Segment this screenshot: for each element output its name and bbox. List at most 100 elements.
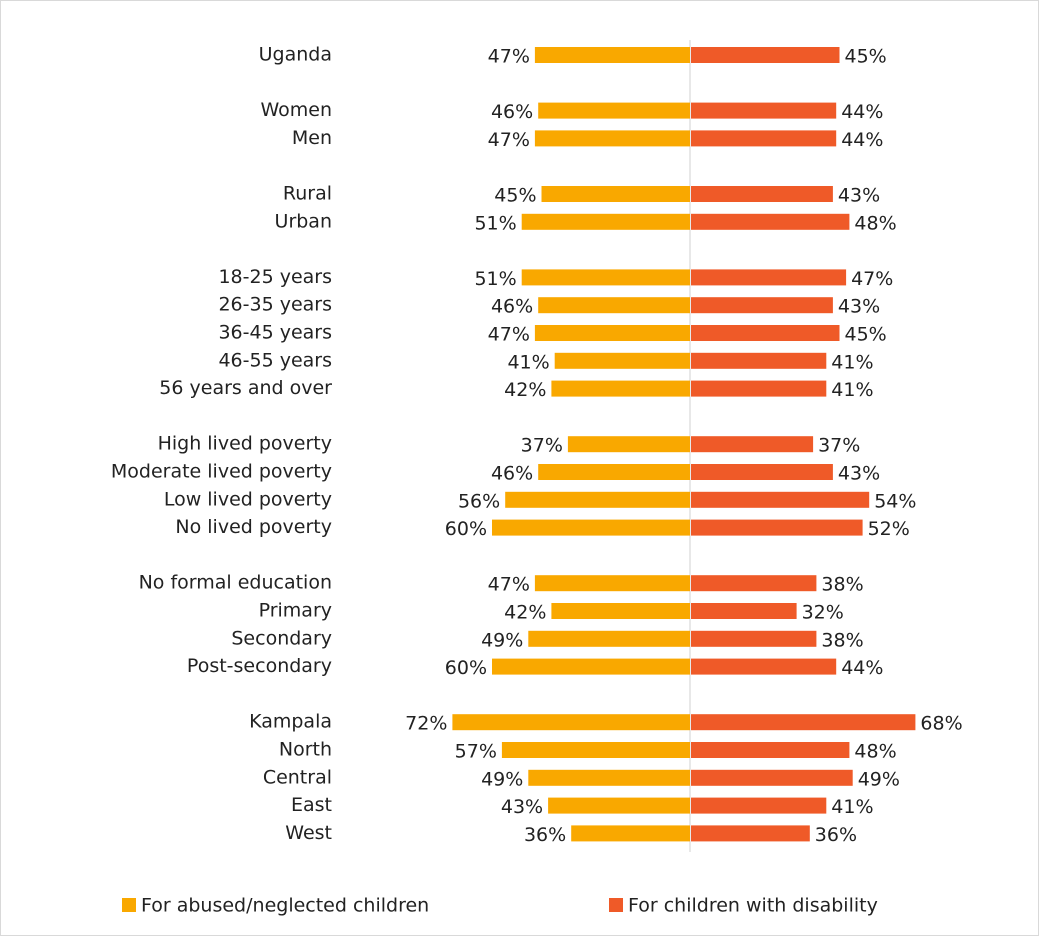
category-label: Urban	[275, 210, 332, 232]
bar	[541, 186, 690, 202]
bar	[521, 213, 690, 230]
category-label: 36-45 years	[218, 322, 332, 344]
value-label: 57%	[455, 741, 497, 763]
bar	[691, 575, 817, 592]
value-label: 43%	[838, 185, 880, 207]
bar	[571, 825, 690, 842]
category-label: 56 years and over	[159, 377, 332, 399]
bar	[492, 519, 690, 536]
value-label: 68%	[920, 713, 962, 735]
value-label: 38%	[821, 574, 863, 596]
value-label: 32%	[802, 602, 844, 624]
value-label: 47%	[488, 46, 530, 68]
value-label: 44%	[841, 657, 883, 679]
value-label: 72%	[405, 713, 447, 735]
value-label: 45%	[845, 46, 887, 68]
bar	[452, 714, 690, 731]
category-label: Central	[263, 766, 332, 788]
bar	[691, 464, 833, 480]
bar	[691, 380, 827, 397]
legend-swatch	[609, 898, 623, 912]
bar	[691, 769, 853, 786]
bar	[691, 47, 840, 63]
value-label: 41%	[831, 379, 873, 401]
bar	[534, 47, 690, 63]
bar	[505, 491, 690, 508]
bar	[521, 269, 690, 286]
bar	[691, 742, 850, 758]
category-label: 26-35 years	[218, 294, 332, 316]
category-label: 46-55 years	[218, 349, 332, 371]
bar	[691, 714, 916, 731]
category-label: Post-secondary	[187, 655, 332, 677]
value-label: 48%	[854, 741, 896, 763]
bar	[691, 186, 833, 202]
category-label: Low lived poverty	[164, 488, 332, 510]
bar	[691, 325, 840, 341]
value-label: 46%	[491, 296, 533, 318]
value-label: 43%	[501, 796, 543, 818]
value-label: 43%	[838, 463, 880, 485]
value-label: 41%	[507, 351, 549, 373]
bar	[691, 297, 833, 314]
value-label: 45%	[845, 324, 887, 346]
value-label: 44%	[841, 101, 883, 123]
value-label: 36%	[815, 824, 857, 846]
category-label: Women	[260, 99, 332, 121]
bar	[538, 297, 690, 314]
bar	[538, 102, 690, 119]
bar	[691, 491, 870, 508]
value-label: 49%	[481, 768, 523, 790]
bar	[691, 213, 850, 230]
bar	[691, 130, 837, 147]
value-label: 60%	[445, 518, 487, 540]
value-label: 38%	[821, 629, 863, 651]
bar	[554, 352, 690, 369]
legend-label: For children with disability	[628, 895, 878, 917]
bar	[548, 797, 690, 814]
value-label: 41%	[831, 351, 873, 373]
category-label: Men	[292, 127, 332, 149]
bar	[534, 325, 690, 341]
category-label: Primary	[259, 600, 332, 622]
value-label: 47%	[488, 129, 530, 151]
value-label: 42%	[504, 602, 546, 624]
category-label: East	[291, 794, 332, 816]
value-label: 41%	[831, 796, 873, 818]
category-label: Moderate lived poverty	[111, 461, 332, 483]
bar	[534, 130, 690, 147]
value-label: 51%	[474, 212, 516, 234]
bar	[691, 825, 810, 842]
value-label: 56%	[458, 490, 500, 512]
bar	[534, 575, 690, 592]
category-label: West	[285, 822, 332, 844]
value-label: 36%	[524, 824, 566, 846]
value-label: 46%	[491, 463, 533, 485]
bar	[567, 436, 690, 453]
category-label: North	[279, 739, 332, 761]
category-label: 18-25 years	[218, 266, 332, 288]
bar	[691, 102, 837, 119]
value-label: 45%	[494, 185, 536, 207]
value-label: 49%	[481, 629, 523, 651]
bar	[528, 769, 690, 786]
bar	[551, 603, 690, 619]
category-label: High lived poverty	[158, 433, 332, 455]
bar	[691, 797, 827, 814]
value-label: 42%	[504, 379, 546, 401]
bar	[501, 742, 690, 758]
value-label: 48%	[854, 212, 896, 234]
value-label: 60%	[445, 657, 487, 679]
bar	[538, 464, 690, 480]
value-label: 37%	[818, 435, 860, 457]
category-label: Secondary	[231, 627, 332, 649]
value-label: 37%	[521, 435, 563, 457]
value-label: 43%	[838, 296, 880, 318]
value-label: 46%	[491, 101, 533, 123]
bar	[492, 658, 690, 675]
bar	[691, 658, 837, 675]
bar	[691, 519, 863, 536]
bar	[528, 630, 690, 647]
bar	[691, 436, 814, 453]
